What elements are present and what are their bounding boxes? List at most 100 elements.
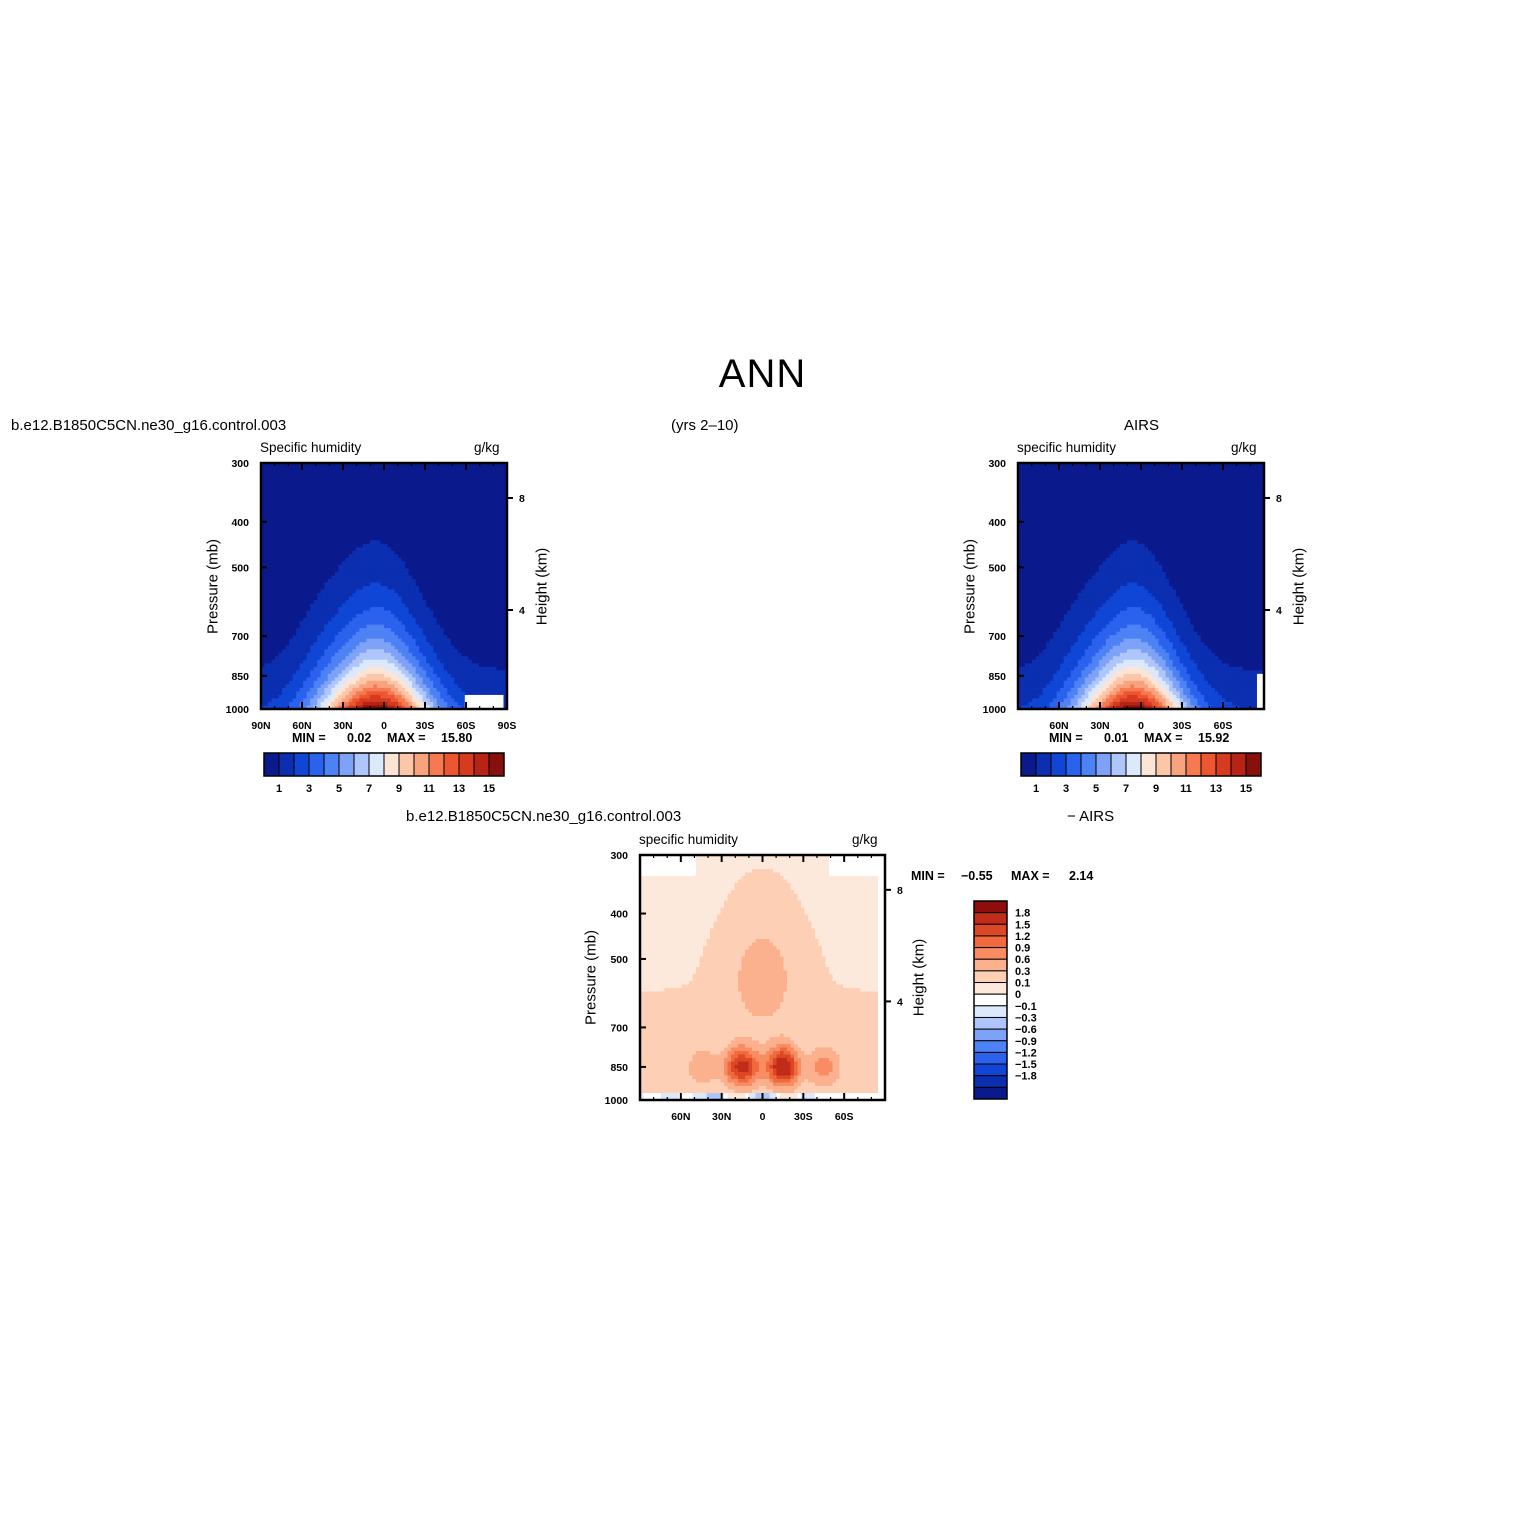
field-cell	[405, 628, 410, 633]
field-cell	[292, 522, 297, 527]
field-cell	[296, 624, 301, 629]
field-cell	[489, 508, 494, 513]
field-cell	[401, 508, 406, 513]
field-cell	[320, 582, 325, 587]
field-cell	[359, 536, 364, 541]
field-cell	[366, 600, 371, 605]
field-cell	[341, 575, 346, 580]
field-cell	[450, 554, 455, 559]
field-cell	[275, 617, 280, 622]
field-cell	[429, 550, 434, 555]
field-cell	[345, 508, 350, 513]
field-cell	[296, 522, 301, 527]
field-cell	[412, 498, 417, 503]
field-cell	[478, 554, 483, 559]
field-cell	[422, 698, 427, 703]
field-cell	[485, 673, 491, 678]
field-cell	[419, 701, 424, 707]
field-cell	[345, 463, 350, 468]
field-cell	[464, 603, 469, 608]
field-cell	[275, 659, 280, 664]
field-cell	[461, 463, 466, 468]
field-cell	[450, 607, 455, 612]
field-cell	[408, 522, 413, 527]
field-cell	[492, 635, 498, 640]
field-cell	[492, 649, 498, 654]
field-cell	[331, 673, 336, 678]
field-cell	[457, 596, 462, 601]
field-cell	[384, 501, 389, 506]
field-cell	[426, 557, 431, 562]
field-cell	[292, 659, 297, 664]
field-cell	[345, 586, 350, 591]
field-cell	[454, 564, 459, 570]
field-cell	[436, 582, 441, 587]
field-cell	[412, 526, 417, 531]
field-cell	[285, 698, 290, 703]
field-cell	[285, 670, 290, 675]
field-cell	[341, 519, 346, 524]
field-cell	[341, 491, 346, 496]
field-cell	[492, 522, 498, 527]
field-cell	[461, 694, 466, 700]
field-cell	[415, 470, 420, 475]
field-cell	[464, 673, 469, 678]
field-cell	[345, 491, 350, 496]
field-cell	[348, 698, 353, 703]
field-cell	[341, 498, 346, 503]
field-cell	[450, 547, 455, 552]
field-cell	[408, 540, 413, 545]
field-cell	[401, 466, 406, 471]
field-cell	[422, 571, 427, 577]
field-cell	[391, 543, 396, 548]
field-cell	[457, 463, 462, 468]
field-cell	[461, 691, 466, 696]
field-cell	[359, 589, 364, 594]
model-ytick-label: 850	[231, 671, 249, 683]
field-cell	[436, 607, 441, 612]
diff-case-label-right: − AIRS	[1067, 808, 1115, 825]
field-cell	[320, 656, 325, 661]
field-cell	[457, 487, 462, 492]
field-cell	[461, 540, 466, 545]
field-cell	[485, 536, 491, 541]
field-cell	[426, 621, 431, 626]
field-cell	[338, 607, 343, 612]
field-cell	[338, 652, 343, 657]
field-cell	[369, 680, 375, 685]
field-cell	[331, 494, 336, 499]
field-cell	[394, 638, 399, 643]
field-cell	[310, 617, 315, 622]
field-cell	[440, 607, 445, 612]
field-cell	[264, 526, 269, 531]
field-cell	[492, 617, 498, 622]
field-cell	[443, 701, 448, 707]
field-cell	[261, 680, 266, 685]
field-cell	[327, 638, 332, 643]
field-cell	[278, 491, 283, 496]
field-cell	[454, 614, 459, 619]
field-cell	[468, 680, 473, 685]
field-cell	[422, 614, 427, 619]
field-cell	[468, 484, 473, 489]
field-cell	[268, 547, 273, 552]
field-cell	[419, 554, 424, 559]
field-cell	[359, 677, 364, 682]
field-cell	[271, 494, 276, 499]
field-cell	[380, 677, 385, 682]
field-cell	[303, 480, 308, 485]
field-cell	[489, 677, 494, 682]
field-cell	[317, 554, 322, 559]
field-cell	[443, 522, 448, 527]
field-cell	[334, 564, 339, 570]
field-cell	[334, 501, 339, 506]
field-cell	[334, 677, 339, 682]
field-cell	[415, 533, 420, 538]
field-cell	[454, 617, 459, 622]
field-cell	[362, 554, 368, 559]
field-cell	[447, 698, 452, 703]
field-cell	[369, 645, 375, 650]
field-cell	[261, 466, 266, 471]
field-cell	[292, 670, 297, 675]
field-cell	[296, 589, 301, 594]
